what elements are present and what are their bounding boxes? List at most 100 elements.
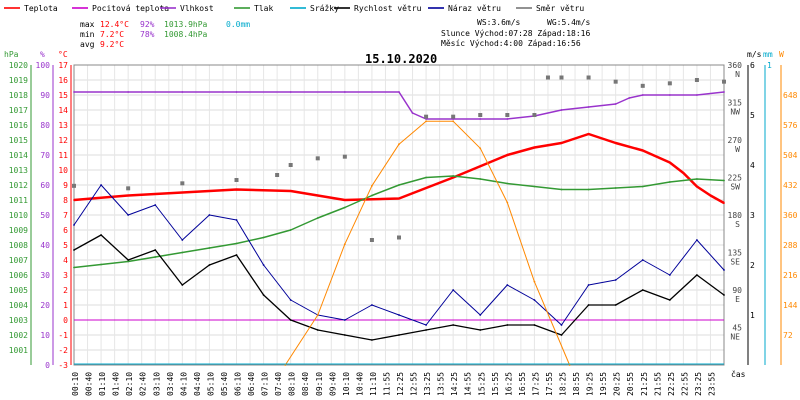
tick-label-w: 432 bbox=[783, 181, 798, 190]
tick-label-c: 7 bbox=[63, 211, 68, 220]
tick-label-ms: 6 bbox=[750, 61, 755, 70]
series-point bbox=[343, 243, 346, 246]
series-point bbox=[398, 184, 400, 186]
series-point bbox=[343, 334, 346, 336]
series-point bbox=[568, 364, 571, 366]
legend-label: Srážky bbox=[310, 4, 339, 13]
tick-label-time: 19:55 bbox=[599, 372, 608, 396]
series-point bbox=[560, 109, 563, 111]
tick-label-c: 13 bbox=[58, 121, 68, 130]
series-point bbox=[614, 103, 617, 105]
series-point bbox=[262, 264, 265, 266]
series-point bbox=[614, 279, 617, 281]
tick-label-time: 12:55 bbox=[410, 372, 419, 396]
tick-label-c: 4 bbox=[63, 256, 68, 265]
series-point bbox=[73, 224, 75, 226]
tick-label-direction: 270 bbox=[728, 136, 743, 145]
series-point bbox=[506, 182, 509, 185]
wind-direction-point bbox=[559, 75, 564, 80]
tick-label-c: 10 bbox=[58, 166, 68, 175]
tick-label-time: 08:40 bbox=[301, 372, 310, 396]
wind-direction-point bbox=[451, 114, 456, 119]
chart-title: 15.10.2020 bbox=[365, 52, 437, 66]
tick-label-direction: 180 bbox=[728, 211, 743, 220]
stat-min-label: min bbox=[80, 30, 95, 39]
tick-label-time: 00:40 bbox=[85, 372, 94, 396]
series-point bbox=[506, 201, 509, 204]
series-point bbox=[100, 234, 102, 236]
tick-label-time: 20:55 bbox=[626, 372, 635, 396]
series-point bbox=[506, 154, 509, 156]
tick-label-time: 17:25 bbox=[531, 372, 540, 396]
tick-label-direction: N bbox=[735, 70, 740, 79]
tick-label-pct: 100 bbox=[36, 61, 51, 70]
series-point bbox=[479, 118, 482, 120]
series-point bbox=[127, 214, 130, 216]
series-point bbox=[641, 289, 644, 291]
tick-label-hpa: 1012 bbox=[9, 181, 28, 190]
series-point bbox=[398, 314, 400, 316]
series-point bbox=[425, 324, 427, 326]
stat-avg-label: avg bbox=[80, 40, 95, 49]
series-point bbox=[696, 239, 698, 241]
tick-label-c: 0 bbox=[63, 316, 68, 325]
series-point bbox=[560, 188, 563, 191]
series-point bbox=[208, 264, 211, 266]
tick-label-time: 06:40 bbox=[247, 372, 256, 396]
stat-max-temp: 12.4°C bbox=[100, 20, 129, 29]
series-point bbox=[587, 188, 590, 191]
tick-label-c: 8 bbox=[63, 196, 68, 205]
tick-label-direction: S bbox=[735, 220, 740, 229]
series-point bbox=[425, 176, 427, 179]
tick-label-time: 18:25 bbox=[559, 372, 568, 396]
series-point bbox=[723, 91, 725, 93]
tick-label-pct: 10 bbox=[40, 331, 50, 340]
axes: 1020101910181017101610151014101310121011… bbox=[9, 61, 798, 396]
wind-direction-point bbox=[275, 173, 280, 177]
tick-label-direction: W bbox=[735, 145, 740, 154]
tick-label-time: 16:25 bbox=[504, 372, 513, 396]
series-point bbox=[181, 251, 184, 254]
wind-direction-point bbox=[234, 178, 239, 182]
series-point bbox=[127, 91, 130, 93]
tick-label-ms: 3 bbox=[750, 211, 755, 220]
tick-label-c: 15 bbox=[58, 91, 68, 100]
tick-label-pct: 0 bbox=[45, 361, 50, 370]
series-point bbox=[696, 185, 698, 188]
tick-label-time: 15:25 bbox=[477, 372, 486, 396]
wind-direction-point bbox=[315, 156, 320, 161]
axis-title-pct: % bbox=[40, 50, 45, 59]
tick-label-direction: NW bbox=[730, 108, 740, 117]
stat-max-press: 1013.9hPa bbox=[164, 20, 208, 29]
tick-label-time: 07:10 bbox=[261, 372, 270, 396]
series-point bbox=[235, 219, 238, 221]
series-point bbox=[723, 202, 725, 204]
wind-direction-point bbox=[505, 113, 510, 117]
series-point bbox=[696, 94, 698, 96]
tick-label-hpa: 1016 bbox=[9, 121, 28, 130]
tick-label-w: 144 bbox=[783, 301, 798, 310]
tick-label-c: 11 bbox=[58, 151, 68, 160]
series-point bbox=[208, 214, 211, 216]
tick-label-pct: 40 bbox=[40, 241, 50, 250]
tick-label-time: 03:10 bbox=[152, 372, 161, 396]
series-point bbox=[452, 176, 455, 179]
tick-label-w: 288 bbox=[783, 241, 798, 250]
wind-direction-point bbox=[126, 186, 131, 191]
tick-label-hpa: 1007 bbox=[9, 256, 28, 265]
series-point bbox=[73, 266, 75, 269]
tick-label-time: 05:40 bbox=[220, 372, 229, 396]
series-point bbox=[533, 146, 536, 149]
tick-label-direction: SE bbox=[730, 258, 740, 267]
series-point bbox=[398, 334, 400, 336]
series-point bbox=[73, 199, 75, 201]
series-point bbox=[668, 181, 671, 183]
series-point bbox=[73, 91, 75, 93]
series-point bbox=[452, 324, 455, 326]
series-point bbox=[452, 120, 455, 123]
tick-label-c: 6 bbox=[63, 226, 68, 235]
wind-direction-point bbox=[586, 75, 591, 80]
wind-direction-point bbox=[640, 83, 645, 88]
series-point bbox=[479, 147, 482, 150]
